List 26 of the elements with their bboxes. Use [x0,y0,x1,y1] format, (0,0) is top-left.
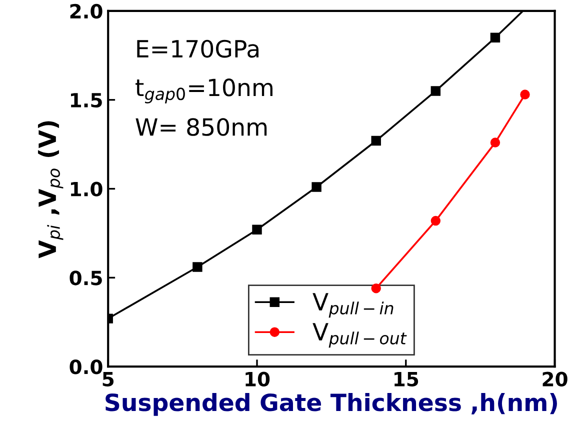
x-tick-label: 10 [246,372,270,386]
x-tick-label: 5 [102,372,114,386]
y-tick-label: 0.5 [70,270,102,286]
point [371,136,381,146]
y-tick-label: 1.0 [71,182,102,196]
annotation: t$_{gap0}$=10nm [136,78,272,104]
legend-label: V$_{pull−out}$ [312,323,407,348]
point [371,283,381,294]
x-tick-label: 20 [542,372,568,386]
x-axis-title: Suspended Gate Thickness ,h(nm) [106,393,557,416]
point [490,138,500,148]
point [520,90,530,100]
y-axis-title: V$_{pi}$ ,V$_{po}$ (V) [38,121,64,258]
point [490,32,500,43]
x-tick-label: 15 [394,372,418,386]
point [430,216,441,226]
annotation: E=170GPa [137,40,258,58]
point [312,182,322,192]
legend-label: V$_{pull−in}$ [312,293,394,318]
y-tick-label: 1.5 [71,93,102,108]
point [192,262,202,272]
annotation: W= 850nm [136,118,267,136]
y-tick-label: 2.0 [70,4,102,19]
y-tick-label: 0.0 [70,360,102,374]
point [430,86,441,96]
point [252,224,262,235]
